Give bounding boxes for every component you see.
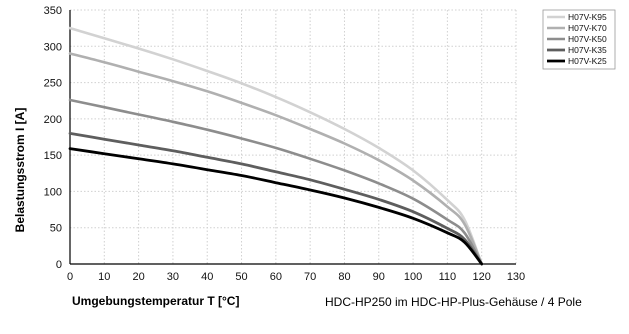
series-line-h07v-k50 (68, 98, 483, 266)
series-group (68, 26, 484, 266)
chart-caption: HDC-HP250 im HDC-HP-Plus-Gehäuse / 4 Pol… (325, 295, 582, 309)
legend-label-h07v-k70: H07V-K70 (568, 23, 607, 33)
y-tick-label-7: 350 (44, 5, 62, 17)
x-tick-label-5: 50 (235, 271, 247, 283)
x-tick-label-8: 80 (338, 271, 350, 283)
series-line-h07v-k35 (68, 132, 484, 266)
series-line-h07v-k95 (68, 26, 483, 266)
x-tick-label-9: 90 (373, 271, 385, 283)
y-tick-label-0: 0 (56, 259, 62, 271)
y-tick-label-3: 150 (44, 150, 62, 162)
y-axis-label: Belastungsstrom I [A] (13, 108, 27, 233)
x-tick-label-0: 0 (67, 271, 73, 283)
y-tick-label-6: 300 (44, 41, 62, 53)
y-tick-label-1: 50 (50, 223, 62, 235)
y-tick-label-5: 250 (44, 78, 62, 90)
series-line-h07v-k25 (68, 147, 484, 266)
x-tick-label-1: 10 (98, 271, 110, 283)
y-tick-label-2: 100 (44, 186, 62, 198)
x-tick-label-4: 40 (201, 271, 213, 283)
y-tick-label-4: 200 (44, 114, 62, 126)
x-tick-label-13: 130 (507, 271, 525, 283)
x-tick-label-12: 120 (473, 271, 491, 283)
x-tick-label-2: 20 (132, 271, 144, 283)
x-tick-label-3: 30 (167, 271, 179, 283)
legend-label-h07v-k50: H07V-K50 (568, 34, 607, 44)
x-tick-label-6: 60 (270, 271, 282, 283)
x-tick-label-10: 100 (404, 271, 422, 283)
tick-labels: 0 10 20 30 40 50 60 70 80 90 100 110 120 130 0 50 100 150… (44, 5, 526, 283)
legend-label-h07v-k25: H07V-K25 (568, 56, 607, 66)
legend-label-h07v-k95: H07V-K95 (568, 12, 607, 22)
x-axis-label: Umgebungstemperatur T [°C] (72, 294, 239, 308)
x-tick-label-7: 70 (304, 271, 316, 283)
legend-label-h07v-k35: H07V-K35 (568, 45, 607, 55)
x-tick-label-11: 110 (439, 271, 457, 283)
series-line-h07v-k70 (68, 52, 483, 266)
